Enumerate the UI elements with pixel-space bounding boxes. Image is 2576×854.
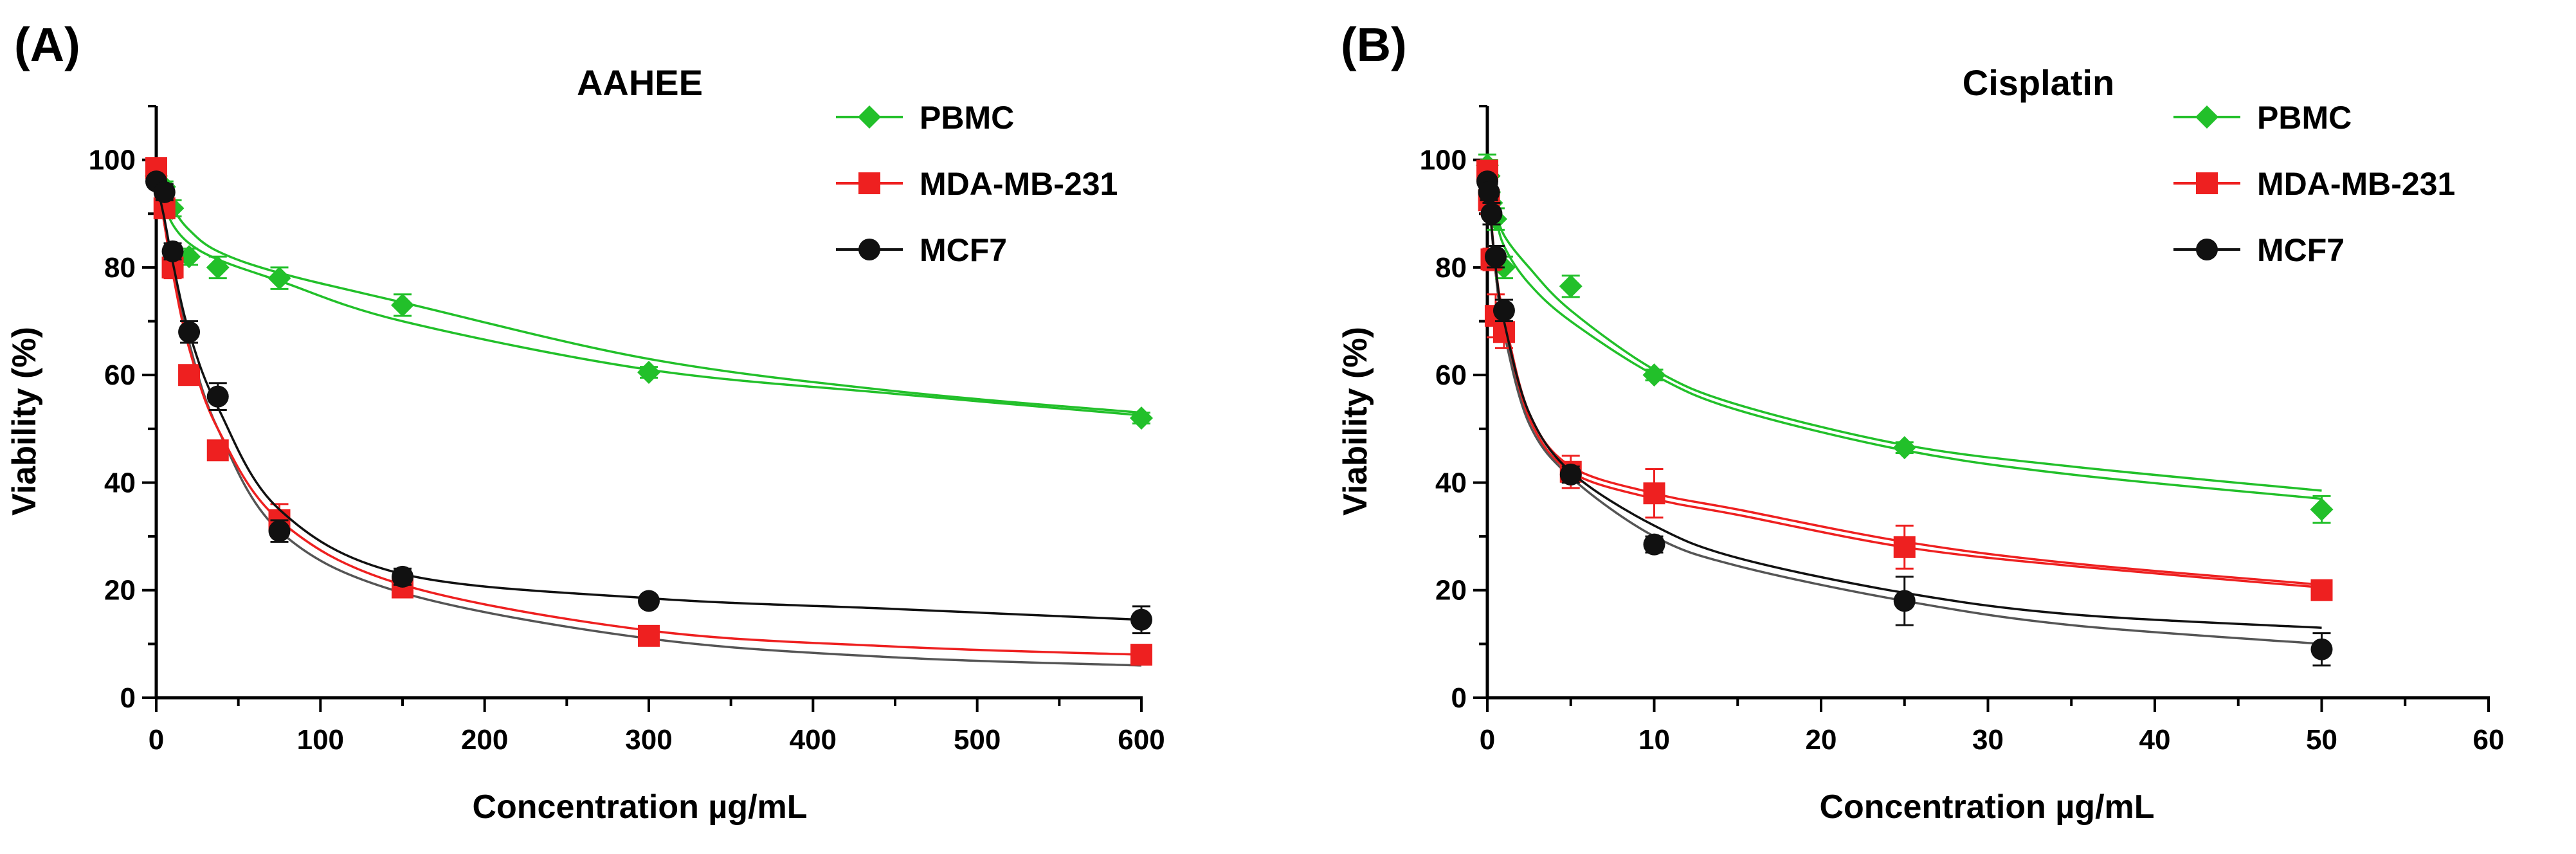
x-tick-label-0: 100	[297, 724, 344, 756]
data-point-mda-mb-231	[1130, 644, 1152, 666]
legend-marker-pbmc	[858, 105, 881, 129]
data-point-mcf7	[392, 565, 413, 588]
legend-label-mcf7: MCF7	[920, 232, 1007, 268]
y-tick-label-0: 40	[104, 467, 136, 498]
panel-a: (A) AAHEE 0 20 40 60 80 100 0 100 200 300 400 500 600…	[6, 18, 1165, 826]
data-point-mcf7	[1893, 590, 1916, 612]
data-point-mcf7	[1492, 299, 1515, 322]
y-axis-label-1: Viability (%)	[1337, 327, 1374, 516]
y-tick-label-1: 0	[1451, 682, 1467, 714]
data-point-mcf7	[1559, 463, 1582, 486]
x-tick-label-0: 200	[461, 724, 508, 756]
x-tick-label-1: 50	[2306, 724, 2337, 756]
data-point-pbmc	[1130, 406, 1153, 430]
extra-fit-curve-0-0	[155, 176, 1142, 417]
data-point-mcf7	[178, 321, 201, 343]
x-axis-label-1: Concentration µg/mL	[1819, 788, 2154, 826]
x-tick-label-1: 30	[1972, 724, 2004, 756]
x-tick-label-1: 40	[2139, 724, 2171, 756]
x-tick-label-0: 600	[1118, 724, 1165, 756]
y-tick-label-1: 100	[1420, 145, 1467, 176]
data-point-mcf7	[2310, 638, 2333, 660]
x-axis-label-0: Concentration µg/mL	[472, 788, 807, 826]
data-point-pbmc	[206, 255, 230, 279]
y-axis-label-0: Viability (%)	[6, 327, 43, 516]
x-tick-label-1: 10	[1638, 724, 1670, 756]
data-point-mda-mb-231	[2310, 579, 2333, 601]
series-mda-mb-231	[145, 157, 1152, 666]
legend-1: PBMC MDA-MB-231 MCF7	[2173, 100, 2455, 268]
data-point-mda-mb-231	[206, 439, 229, 462]
legend-label-mcf7: MCF7	[2257, 232, 2345, 268]
x-tick-label-1: 20	[1806, 724, 1837, 756]
legend-marker-mcf7	[2196, 239, 2218, 260]
legend-marker-mcf7	[858, 239, 880, 260]
data-point-mda-mb-231	[1643, 482, 1665, 505]
data-point-mcf7	[153, 181, 176, 203]
y-tick-label-0: 80	[104, 252, 136, 284]
data-point-mcf7	[1484, 246, 1507, 268]
x-tick-label-0: 300	[625, 724, 672, 756]
data-point-mcf7	[206, 385, 229, 408]
legend-label-mda-mb-231: MDA-MB-231	[2257, 166, 2455, 202]
y-tick-label-0: 0	[120, 682, 136, 714]
panel-label-a: (A)	[14, 18, 80, 71]
data-point-pbmc	[637, 361, 660, 384]
x-tick-label-0: 400	[790, 724, 837, 756]
x-tick-label-0: 0	[149, 724, 164, 756]
data-point-mcf7	[1478, 181, 1500, 203]
legend-0: PBMC MDA-MB-231 MCF7	[836, 100, 1118, 268]
series-pbmc	[145, 164, 1153, 430]
x-tick-label-1: 60	[2473, 724, 2505, 756]
data-point-mcf7	[1480, 203, 1503, 225]
series-pbmc	[1476, 153, 2334, 524]
y-tick-label-0: 100	[89, 145, 136, 176]
data-point-pbmc	[268, 266, 291, 290]
data-point-mcf7	[1130, 608, 1152, 631]
fit-curve-pbmc	[1486, 170, 2322, 492]
legend-label-mda-mb-231: MDA-MB-231	[920, 166, 1118, 202]
data-point-mcf7	[161, 240, 184, 262]
y-tick-label-1: 40	[1435, 467, 1467, 498]
x-tick-label-1: 0	[1480, 724, 1495, 756]
fit-curve-mda-mb-231	[1486, 176, 2322, 586]
data-point-mcf7	[1643, 533, 1665, 556]
y-tick-label-1: 80	[1435, 252, 1467, 284]
legend-label-pbmc: PBMC	[2257, 100, 2352, 136]
data-point-mcf7	[638, 590, 660, 612]
panel-b: (B) Cisplatin 0 20 40 60 80 100 0 10 20 30 40 50 60 Co…	[1337, 18, 2504, 826]
data-point-pbmc	[2310, 498, 2334, 522]
legend-marker-pbmc	[2195, 105, 2218, 129]
data-point-pbmc	[1642, 363, 1666, 387]
series-mda-mb-231	[1476, 159, 2333, 601]
chart-title-0: AAHEE	[577, 62, 703, 103]
panel-label-b: (B)	[1341, 18, 1407, 71]
y-tick-label-0: 60	[104, 359, 136, 391]
y-tick-label-1: 60	[1435, 359, 1467, 391]
data-point-pbmc	[1892, 436, 1916, 460]
y-tick-label-0: 20	[104, 575, 136, 606]
x-tick-label-0: 500	[954, 724, 1001, 756]
legend-marker-mda-mb-231	[2196, 172, 2218, 194]
series-mcf7	[145, 170, 1152, 635]
data-point-mda-mb-231	[638, 624, 660, 647]
legend-marker-mda-mb-231	[858, 172, 880, 194]
legend-label-pbmc: PBMC	[920, 100, 1014, 136]
series-mcf7	[1476, 170, 2333, 667]
data-point-mda-mb-231	[1893, 536, 1916, 558]
y-tick-label-1: 20	[1435, 575, 1467, 606]
data-point-mda-mb-231	[178, 364, 201, 386]
chart-title-1: Cisplatin	[1963, 62, 2114, 103]
fit-curve-mcf7	[155, 181, 1142, 621]
data-point-pbmc	[391, 293, 414, 317]
data-point-mcf7	[268, 520, 291, 542]
data-point-pbmc	[1559, 275, 1583, 298]
